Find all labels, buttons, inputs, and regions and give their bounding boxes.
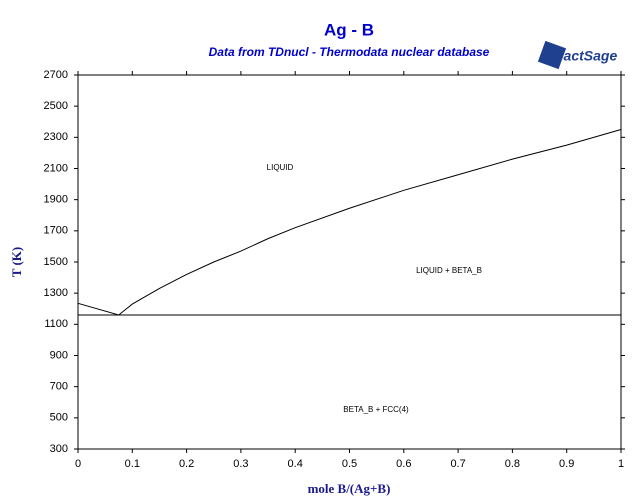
- y-tick-label: 900: [50, 349, 68, 361]
- x-tick-label: 0.5: [342, 458, 357, 470]
- logo: FactSage: [537, 40, 617, 70]
- y-tick-label: 1700: [44, 225, 68, 237]
- y-tick-label: 1900: [44, 194, 68, 206]
- x-tick-label: 0.9: [559, 458, 574, 470]
- y-tick-label: 1100: [44, 318, 68, 330]
- phase-boundary: [77, 129, 622, 316]
- y-tick-label: 1500: [44, 256, 68, 268]
- x-tick-label: 0: [75, 458, 81, 470]
- x-tick-label: 0.8: [505, 458, 520, 470]
- x-axis-label: mole B/(Ag+B): [308, 481, 391, 496]
- logo-icon: [537, 40, 567, 70]
- logo-text: FactSage: [555, 48, 617, 64]
- x-tick-label: 0.1: [125, 458, 140, 470]
- plot-frame: [77, 74, 622, 450]
- y-tick-label: 2700: [44, 69, 68, 81]
- region-label: BETA_B + FCC(4): [343, 405, 409, 414]
- y-axis-label: T (K): [9, 247, 24, 277]
- x-tick-label: 0.7: [450, 458, 465, 470]
- y-tick-label: 500: [50, 412, 68, 424]
- y-tick-label: 2500: [44, 100, 68, 112]
- y-tick-label: 2100: [44, 162, 68, 174]
- x-tick-label: 0.6: [396, 458, 411, 470]
- x-tick-label: 0.2: [179, 458, 194, 470]
- chart-subtitle: Data from TDnucl - Thermodata nuclear da…: [209, 45, 490, 59]
- y-tick-label: 1300: [44, 287, 68, 299]
- region-label: LIQUID + BETA_B: [416, 266, 482, 275]
- region-label: LIQUID: [267, 163, 294, 172]
- x-tick-label: 0.3: [233, 458, 248, 470]
- x-tick-label: 0.4: [288, 458, 303, 470]
- x-tick-label: 1: [618, 458, 624, 470]
- y-tick-label: 700: [50, 381, 68, 393]
- y-tick-label: 300: [50, 443, 68, 455]
- chart-title: Ag - B: [324, 20, 374, 39]
- y-tick-label: 2300: [44, 131, 68, 143]
